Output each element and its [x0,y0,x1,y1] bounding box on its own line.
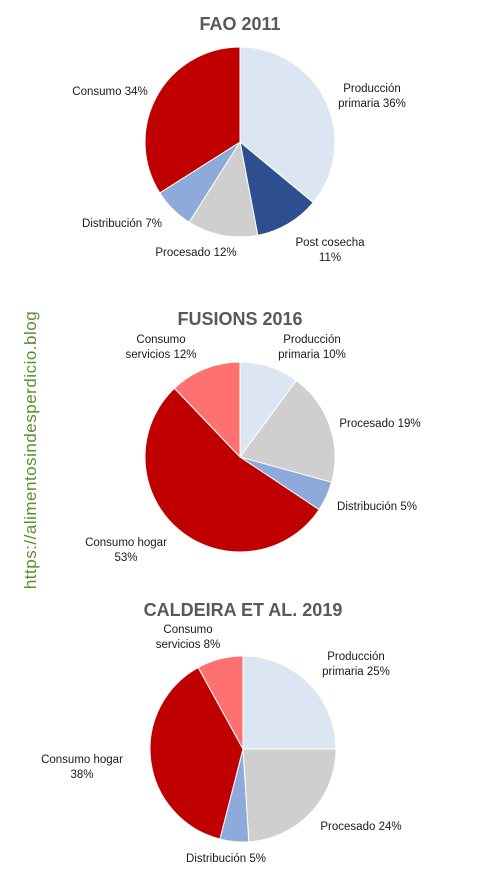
slice-label: Procesado 24% [320,821,401,833]
pie-slice [239,46,336,204]
pie-slice [144,387,320,553]
slice-label: Post cosecha 11% [295,237,365,264]
slice-label: Consumo 34% [72,86,147,98]
slice-label: Producción primaria 25% [322,651,390,678]
pie-slice [197,655,244,750]
watermark-text: https://alimentosindesperdicio.blog [21,311,40,589]
pie-slice [242,748,337,843]
pie-slice [173,361,241,459]
chart-title: CALDEIRA ET AL. 2019 [144,600,343,620]
slice-label: Distribución 7% [82,218,162,230]
pie-slice [144,46,241,194]
slice-label: Consumo servicios 12% [126,334,197,361]
pie-slice [188,140,259,238]
pie-slice [239,379,336,483]
slice-label: Consumo hogar 53% [85,537,167,564]
slice-label: Producción primaria 10% [278,334,346,361]
slice-label: Procesado 12% [155,247,236,259]
chart-title: FAO 2011 [199,14,280,34]
pie-slice [239,140,314,236]
slice-label: Distribución 5% [186,853,266,865]
slice-label: Procesado 19% [339,418,420,430]
slice-label: Producción primaria 36% [338,83,406,110]
pie-slice [149,666,244,840]
chart-title: FUSIONS 2016 [177,309,302,329]
pie-chart-1: FAO 2011 Producción primaria 36% Post cosec… [72,14,406,264]
slice-label: Consumo hogar 38% [41,754,123,781]
pie-slice [242,655,337,750]
slice-label: Consumo servicios 8% [156,624,221,651]
pie-chart-3: CALDEIRA ET AL. 2019 Producción primaria 2… [41,600,402,865]
slice-label: Distribución 5% [337,501,417,513]
pie-chart-2: FUSIONS 2016 Producción primaria 10% Proces… [85,309,421,564]
